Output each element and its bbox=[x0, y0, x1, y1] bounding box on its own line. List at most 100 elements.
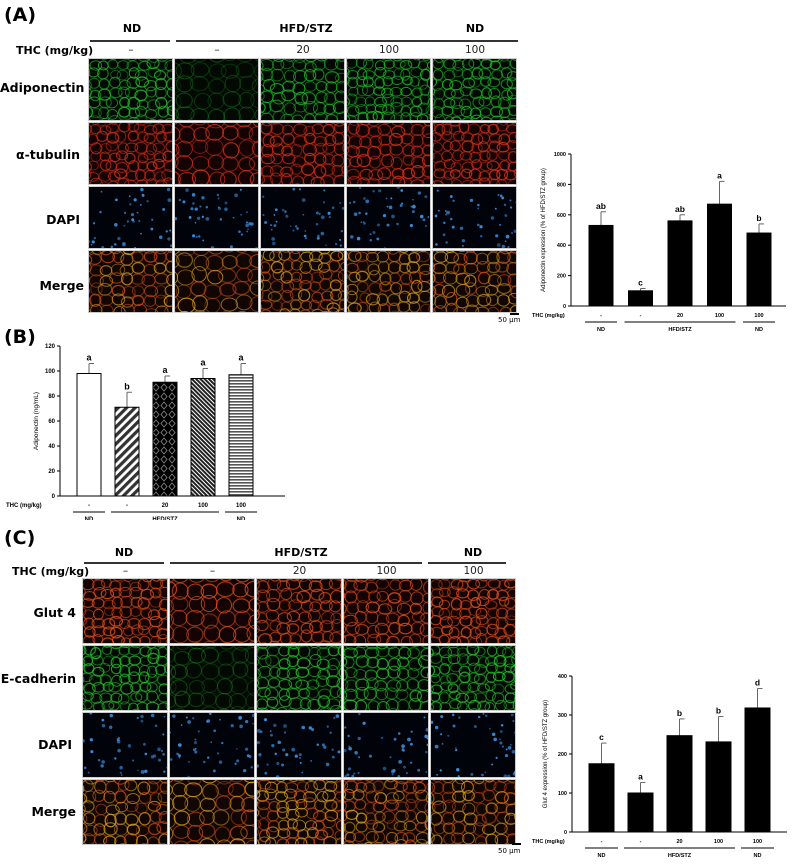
svg-text:ND: ND bbox=[85, 517, 94, 520]
green-micrograph bbox=[174, 58, 259, 121]
svg-text:0: 0 bbox=[564, 830, 567, 836]
blue-micrograph bbox=[430, 712, 516, 778]
panel-c-group-hfd: HFD/STZ bbox=[170, 546, 432, 559]
panel-a-group-line-nd2 bbox=[436, 40, 518, 42]
svg-text:-: - bbox=[126, 503, 128, 509]
svg-text:-: - bbox=[640, 313, 642, 319]
blue-micrograph bbox=[256, 712, 342, 778]
svg-text:800: 800 bbox=[557, 182, 566, 188]
merge-micrograph bbox=[346, 250, 431, 313]
panel-c-row-label-merge: Merge bbox=[0, 804, 76, 819]
red-micrograph bbox=[430, 578, 516, 644]
svg-text:100: 100 bbox=[753, 839, 762, 845]
green-micrograph bbox=[260, 58, 345, 121]
red-micrograph bbox=[82, 578, 168, 644]
panel-c-thc-label: THC (mg/kg) bbox=[12, 565, 89, 578]
svg-text:HFD/STZ: HFD/STZ bbox=[152, 517, 178, 520]
panel-a-scale-bar-label: 50 μm bbox=[498, 316, 520, 324]
red-micrograph bbox=[432, 122, 517, 185]
svg-text:100: 100 bbox=[558, 791, 567, 797]
svg-text:20: 20 bbox=[162, 503, 169, 509]
svg-text:ND: ND bbox=[598, 853, 606, 859]
panel-a-row-label-dapi: DAPI bbox=[0, 212, 80, 227]
panel-c-scale-bar-label: 50 μm bbox=[498, 847, 520, 855]
svg-text:b: b bbox=[124, 381, 130, 391]
svg-text:Adiponectin (ng/mL): Adiponectin (ng/mL) bbox=[33, 392, 40, 450]
green-micrograph bbox=[88, 58, 173, 121]
svg-text:ND: ND bbox=[755, 327, 763, 333]
merge-micrograph bbox=[256, 779, 342, 845]
svg-text:a: a bbox=[200, 358, 206, 368]
panel-a-row-label-merge: Merge bbox=[0, 278, 84, 293]
svg-text:d: d bbox=[755, 677, 760, 687]
svg-text:20: 20 bbox=[676, 839, 682, 845]
svg-text:HFD/STZ: HFD/STZ bbox=[668, 327, 692, 333]
panel-a-dose: 100 bbox=[346, 44, 432, 56]
panel-c-dose: 100 bbox=[430, 565, 517, 577]
svg-text:THC (mg/kg): THC (mg/kg) bbox=[532, 313, 565, 319]
svg-text:100: 100 bbox=[754, 313, 763, 319]
merge-micrograph bbox=[88, 250, 173, 313]
svg-text:ND: ND bbox=[597, 327, 605, 333]
svg-text:THC (mg/kg): THC (mg/kg) bbox=[532, 839, 565, 845]
blue-micrograph bbox=[346, 186, 431, 249]
svg-text:200: 200 bbox=[558, 752, 567, 758]
panel-a-dose: – bbox=[88, 44, 174, 56]
svg-text:400: 400 bbox=[557, 243, 566, 249]
green-micrograph bbox=[346, 58, 431, 121]
red-micrograph bbox=[88, 122, 173, 185]
panel-a-dose: – bbox=[174, 44, 260, 56]
svg-text:b: b bbox=[716, 706, 721, 716]
panel-c-dose: 100 bbox=[343, 565, 430, 577]
panel-c-dose: – bbox=[82, 565, 169, 577]
svg-text:100: 100 bbox=[198, 503, 209, 509]
svg-text:1000: 1000 bbox=[554, 152, 566, 158]
green-micrograph bbox=[169, 645, 255, 711]
panel-a-row-label-adiponectin: Adiponectin bbox=[0, 80, 84, 95]
svg-text:HFD/STZ: HFD/STZ bbox=[668, 853, 692, 859]
panel-a-scale-bar bbox=[510, 313, 519, 315]
svg-text:-: - bbox=[600, 313, 602, 319]
red-micrograph bbox=[343, 578, 429, 644]
panel-a-group-line-nd bbox=[90, 40, 170, 42]
panel-a-thc-label: THC (mg/kg) bbox=[16, 44, 93, 57]
green-micrograph bbox=[256, 645, 342, 711]
panel-c-group-line-hfd bbox=[170, 562, 422, 564]
panel-a-group-line-hfd bbox=[176, 40, 436, 42]
svg-text:Adiponectin expression (% of H: Adiponectin expression (% of HFD/STZ gro… bbox=[541, 168, 547, 292]
svg-text:a: a bbox=[86, 353, 92, 363]
merge-micrograph bbox=[174, 250, 259, 313]
svg-text:-: - bbox=[601, 839, 603, 845]
svg-text:ND: ND bbox=[237, 517, 246, 520]
svg-text:20: 20 bbox=[48, 469, 55, 475]
merge-micrograph bbox=[260, 250, 345, 313]
panel-a-dose: 100 bbox=[432, 44, 518, 56]
panel-c-dose: 20 bbox=[256, 565, 343, 577]
blue-micrograph bbox=[432, 186, 517, 249]
svg-text:600: 600 bbox=[557, 213, 566, 219]
red-micrograph bbox=[260, 122, 345, 185]
panel-c-dose: – bbox=[169, 565, 256, 577]
panel-c-label: (C) bbox=[4, 527, 35, 549]
blue-micrograph bbox=[260, 186, 345, 249]
panel-c-row-label-glut4: Glut 4 bbox=[0, 605, 76, 620]
svg-text:-: - bbox=[88, 503, 90, 509]
panel-a-group-nd2: ND bbox=[432, 22, 518, 35]
svg-text:c: c bbox=[638, 278, 643, 288]
panel-a-group-nd: ND bbox=[90, 22, 174, 35]
blue-micrograph bbox=[82, 712, 168, 778]
svg-text:100: 100 bbox=[715, 313, 724, 319]
red-micrograph bbox=[346, 122, 431, 185]
panel-c-group-nd2: ND bbox=[428, 546, 518, 559]
panel-c-group-line-nd2 bbox=[428, 562, 506, 564]
panel-c-group-nd: ND bbox=[84, 546, 164, 559]
blue-micrograph bbox=[88, 186, 173, 249]
svg-text:40: 40 bbox=[48, 444, 55, 450]
green-micrograph bbox=[343, 645, 429, 711]
panel-c-scale-bar bbox=[512, 843, 521, 845]
red-micrograph bbox=[256, 578, 342, 644]
